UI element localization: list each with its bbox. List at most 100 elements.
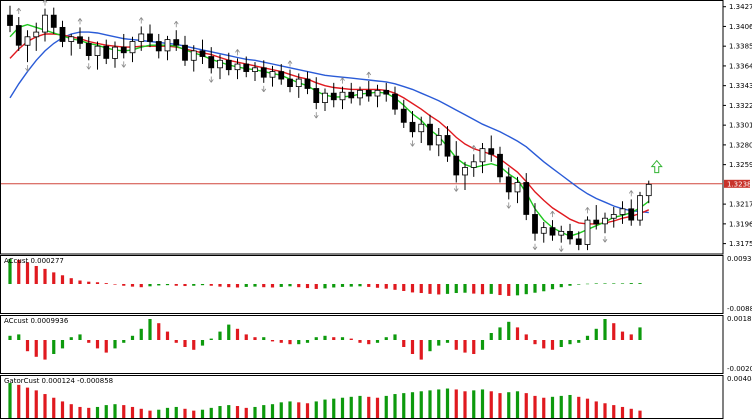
candle (479, 143, 486, 174)
indicator-bar (25, 340, 30, 352)
indicator-bar (594, 283, 598, 284)
indicator-bar (122, 284, 126, 286)
candle (619, 201, 626, 224)
indicator-bar (375, 397, 380, 418)
candle-body-down (304, 78, 311, 89)
candle (418, 116, 425, 144)
fractal-up-marker (77, 18, 83, 25)
candle (593, 205, 600, 230)
candle (155, 33, 162, 59)
current-price-label: 1.32386 (727, 180, 752, 188)
indicator-bar (585, 283, 590, 285)
indicator-bar (209, 407, 213, 418)
candle-body-down (287, 78, 293, 88)
indicator-bar (25, 262, 30, 284)
indicator-bar (367, 396, 371, 418)
candle-body-down (243, 63, 250, 72)
candle-body-down (77, 36, 83, 44)
indicator-bar (358, 395, 362, 418)
indicator-bar (200, 409, 205, 418)
candle (602, 212, 608, 234)
price-axis: 1.34270 1.34060 1.33850 1.33640 1.33430 1.332… (723, 3, 752, 248)
current-price-tag (724, 179, 750, 188)
indicator-bar (8, 335, 12, 340)
candle-body-up (619, 208, 626, 215)
candle-body-down (392, 93, 398, 110)
indicator-bar (113, 404, 117, 418)
indicator-bar (603, 319, 607, 340)
candle-body-up (33, 31, 40, 38)
indicator-bar (393, 394, 397, 418)
indicator-bar (428, 340, 432, 352)
candle (199, 39, 206, 65)
candle (234, 58, 241, 80)
candle (427, 114, 433, 151)
candle-body-down (497, 153, 503, 178)
indicator-bar (323, 399, 327, 418)
candle (488, 135, 495, 162)
indicator-bar (200, 284, 205, 286)
indicator-bar (638, 283, 642, 284)
indicator-scale-label: -0.008863 (727, 305, 752, 313)
candle (313, 77, 320, 110)
indicator-bar (410, 340, 415, 354)
indicator-bar (612, 283, 616, 284)
candle-body-down (427, 123, 433, 146)
indicator-bar (612, 405, 616, 418)
candle (453, 141, 460, 183)
fractal-up-marker (471, 145, 477, 152)
indicator-bar (244, 284, 248, 287)
candle (470, 154, 477, 177)
candle-body-down (155, 41, 162, 52)
indicator-bar (568, 284, 572, 286)
candle-body-up (112, 46, 118, 59)
indicator-bar (507, 321, 511, 340)
candle (68, 33, 75, 56)
candle (540, 221, 547, 243)
indicator-bar (533, 395, 537, 418)
indicator-bar (489, 284, 493, 294)
fractal-up-marker (287, 60, 293, 67)
indicator-bar (384, 284, 388, 289)
indicator-bar (148, 319, 152, 340)
candle-body-up (435, 135, 442, 146)
indicator-bar (34, 265, 38, 284)
price-tick-label: 1.34060 (729, 23, 752, 31)
indicator-bar (87, 281, 91, 284)
candle (645, 180, 652, 204)
candle-body-up (470, 161, 477, 168)
candle-body-up (645, 183, 652, 197)
indicator-bar (367, 284, 371, 287)
indicator-bar (428, 390, 432, 418)
indicator-bar (288, 284, 292, 287)
indicator-bar (130, 406, 135, 418)
indicator-bar (17, 334, 21, 340)
indicator-bar (638, 327, 642, 340)
candle (462, 161, 468, 191)
indicator-bar (358, 284, 362, 287)
candle-body-down (182, 44, 188, 61)
indicator-bar (515, 327, 520, 340)
indicator-bar (445, 388, 450, 418)
indicator-bar (52, 397, 56, 418)
indicator-bar (542, 284, 546, 292)
indicator-bar (297, 284, 301, 288)
indicator-bar (472, 390, 476, 418)
indicator-bar (34, 340, 38, 357)
indicator-bar (95, 406, 100, 418)
indicator-bar (165, 407, 170, 418)
indicator-bar (270, 284, 275, 288)
candle (278, 64, 285, 85)
candle-body-up (269, 71, 276, 78)
indicator-bar (200, 340, 205, 346)
indicator-bar (314, 401, 318, 418)
indicator-bar (34, 390, 38, 418)
candle (330, 82, 337, 108)
fractal-up-marker (628, 190, 634, 197)
indicator-bar (585, 335, 590, 340)
indicator-bar (305, 403, 310, 418)
candle (374, 84, 381, 108)
indicator-bar (332, 398, 336, 418)
candles (7, 5, 652, 251)
candle-body-down (348, 91, 355, 99)
